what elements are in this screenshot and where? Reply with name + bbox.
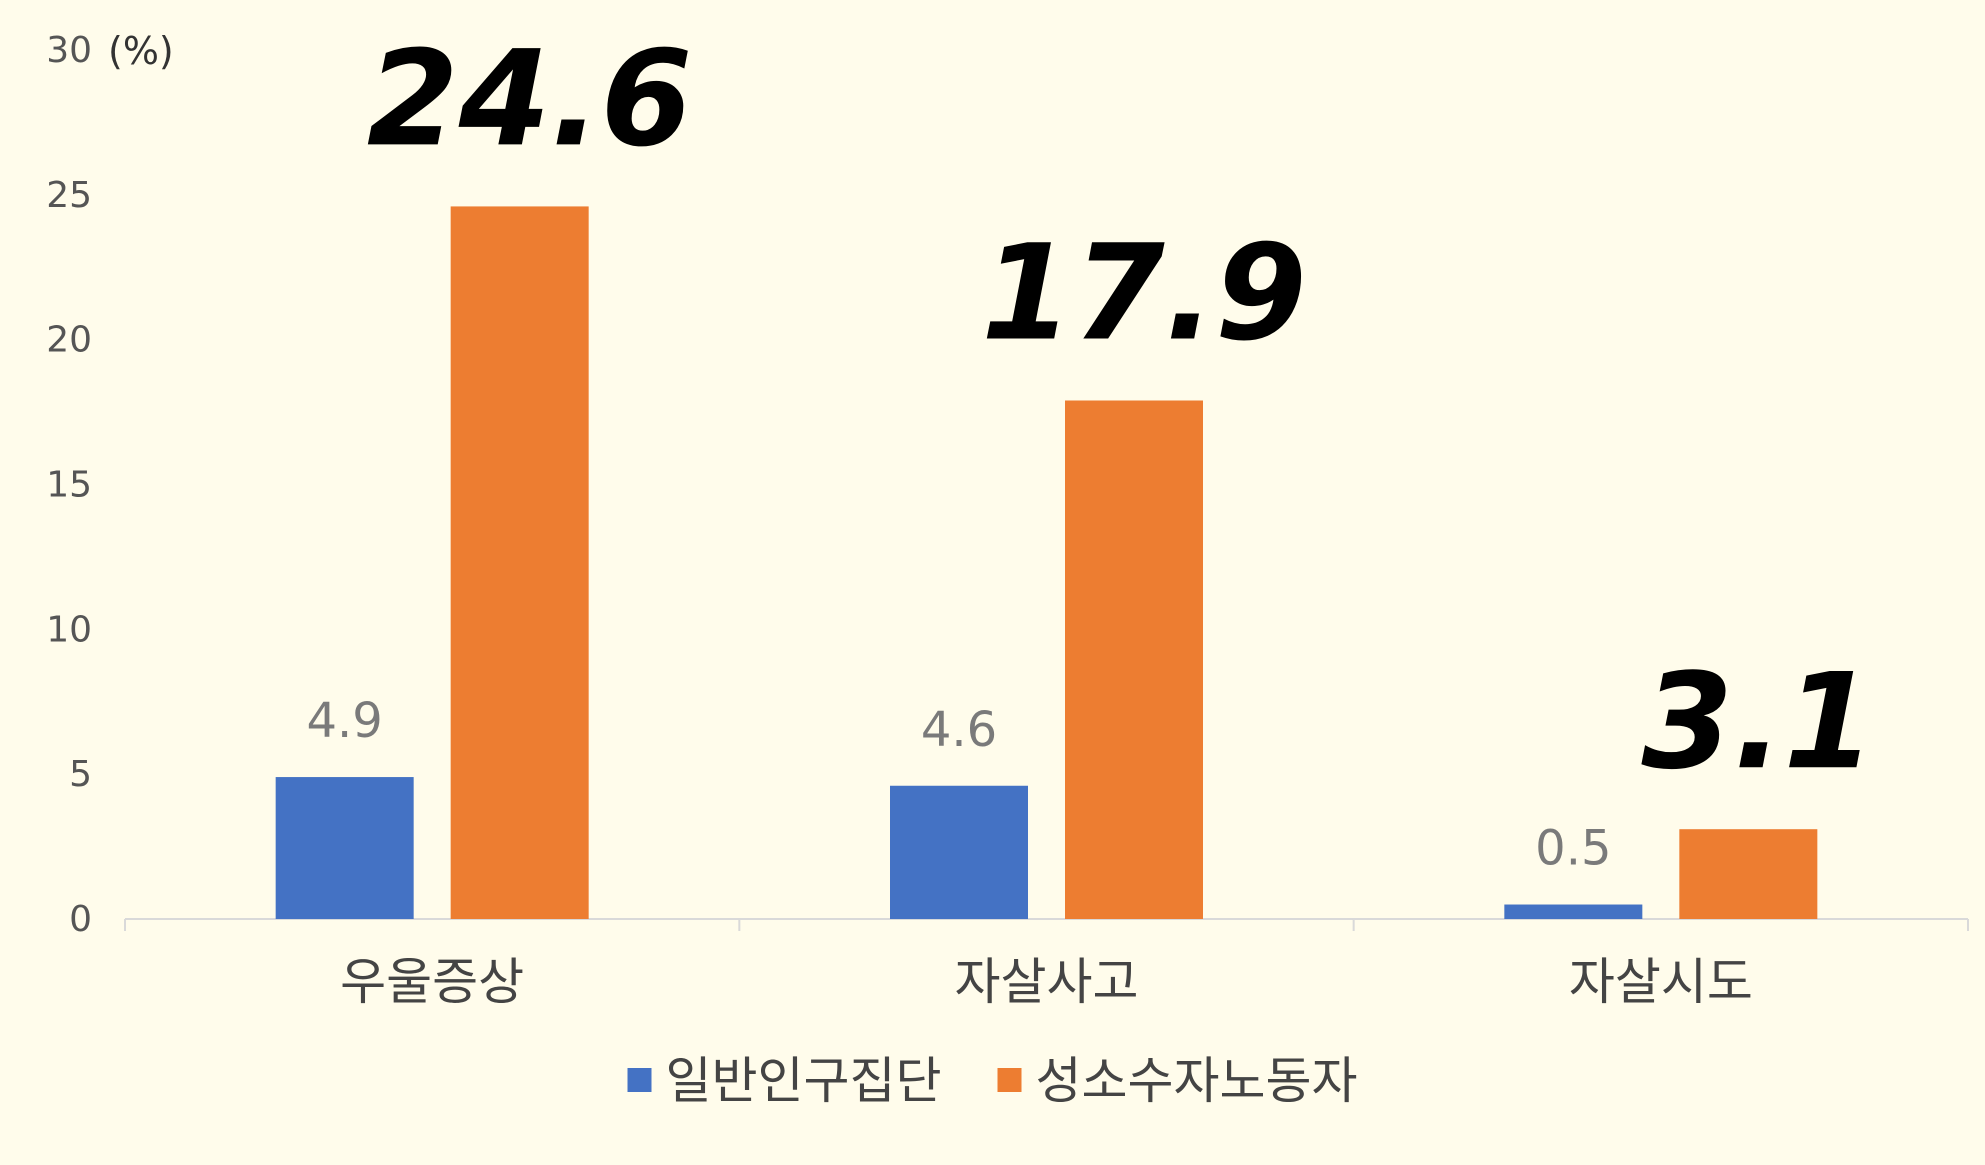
legend-swatch [627, 1068, 652, 1092]
y-tick-label: 5 [69, 754, 92, 795]
axes: 0 5 10 15 20 25 30 (%) 우울증상 자살사고 자살시도 [46, 29, 1969, 1011]
bar-lgbtq-workers [450, 206, 589, 920]
data-label: 4.6 [921, 702, 997, 758]
x-category-label: 자살사고 [955, 953, 1139, 1011]
legend-label: 성소수자노동자 [1036, 1052, 1358, 1110]
y-tick-label: 10 [46, 609, 92, 650]
y-tick-label: 15 [46, 465, 92, 506]
data-labels: 4.9 24.6 4.6 17.9 0.5 3.1 [306, 22, 1875, 876]
legend-label: 일반인구집단 [666, 1052, 942, 1110]
bar-general-population [890, 785, 1028, 919]
bars [275, 206, 1818, 920]
legend-swatch [997, 1068, 1022, 1092]
data-label: 17.9 [981, 216, 1307, 370]
bar-general-population [275, 777, 414, 919]
data-label: 3.1 [1641, 645, 1875, 799]
y-tick-label: 30 [46, 30, 92, 71]
data-label: 4.9 [306, 693, 382, 749]
y-tick-label: 20 [46, 320, 92, 361]
x-category-label: 우울증상 [340, 953, 524, 1011]
bar-lgbtq-workers [1679, 829, 1818, 919]
x-category-label: 자살시도 [1569, 953, 1753, 1011]
y-tick-label: 0 [69, 899, 92, 940]
bar-lgbtq-workers [1065, 400, 1203, 919]
legend: 일반인구집단 성소수자노동자 [627, 1052, 1358, 1110]
y-tick-label: 25 [46, 175, 92, 216]
data-label: 24.6 [367, 22, 693, 176]
bar-general-population [1504, 904, 1643, 919]
data-label: 0.5 [1535, 821, 1611, 877]
y-unit-label: (%) [108, 29, 174, 73]
